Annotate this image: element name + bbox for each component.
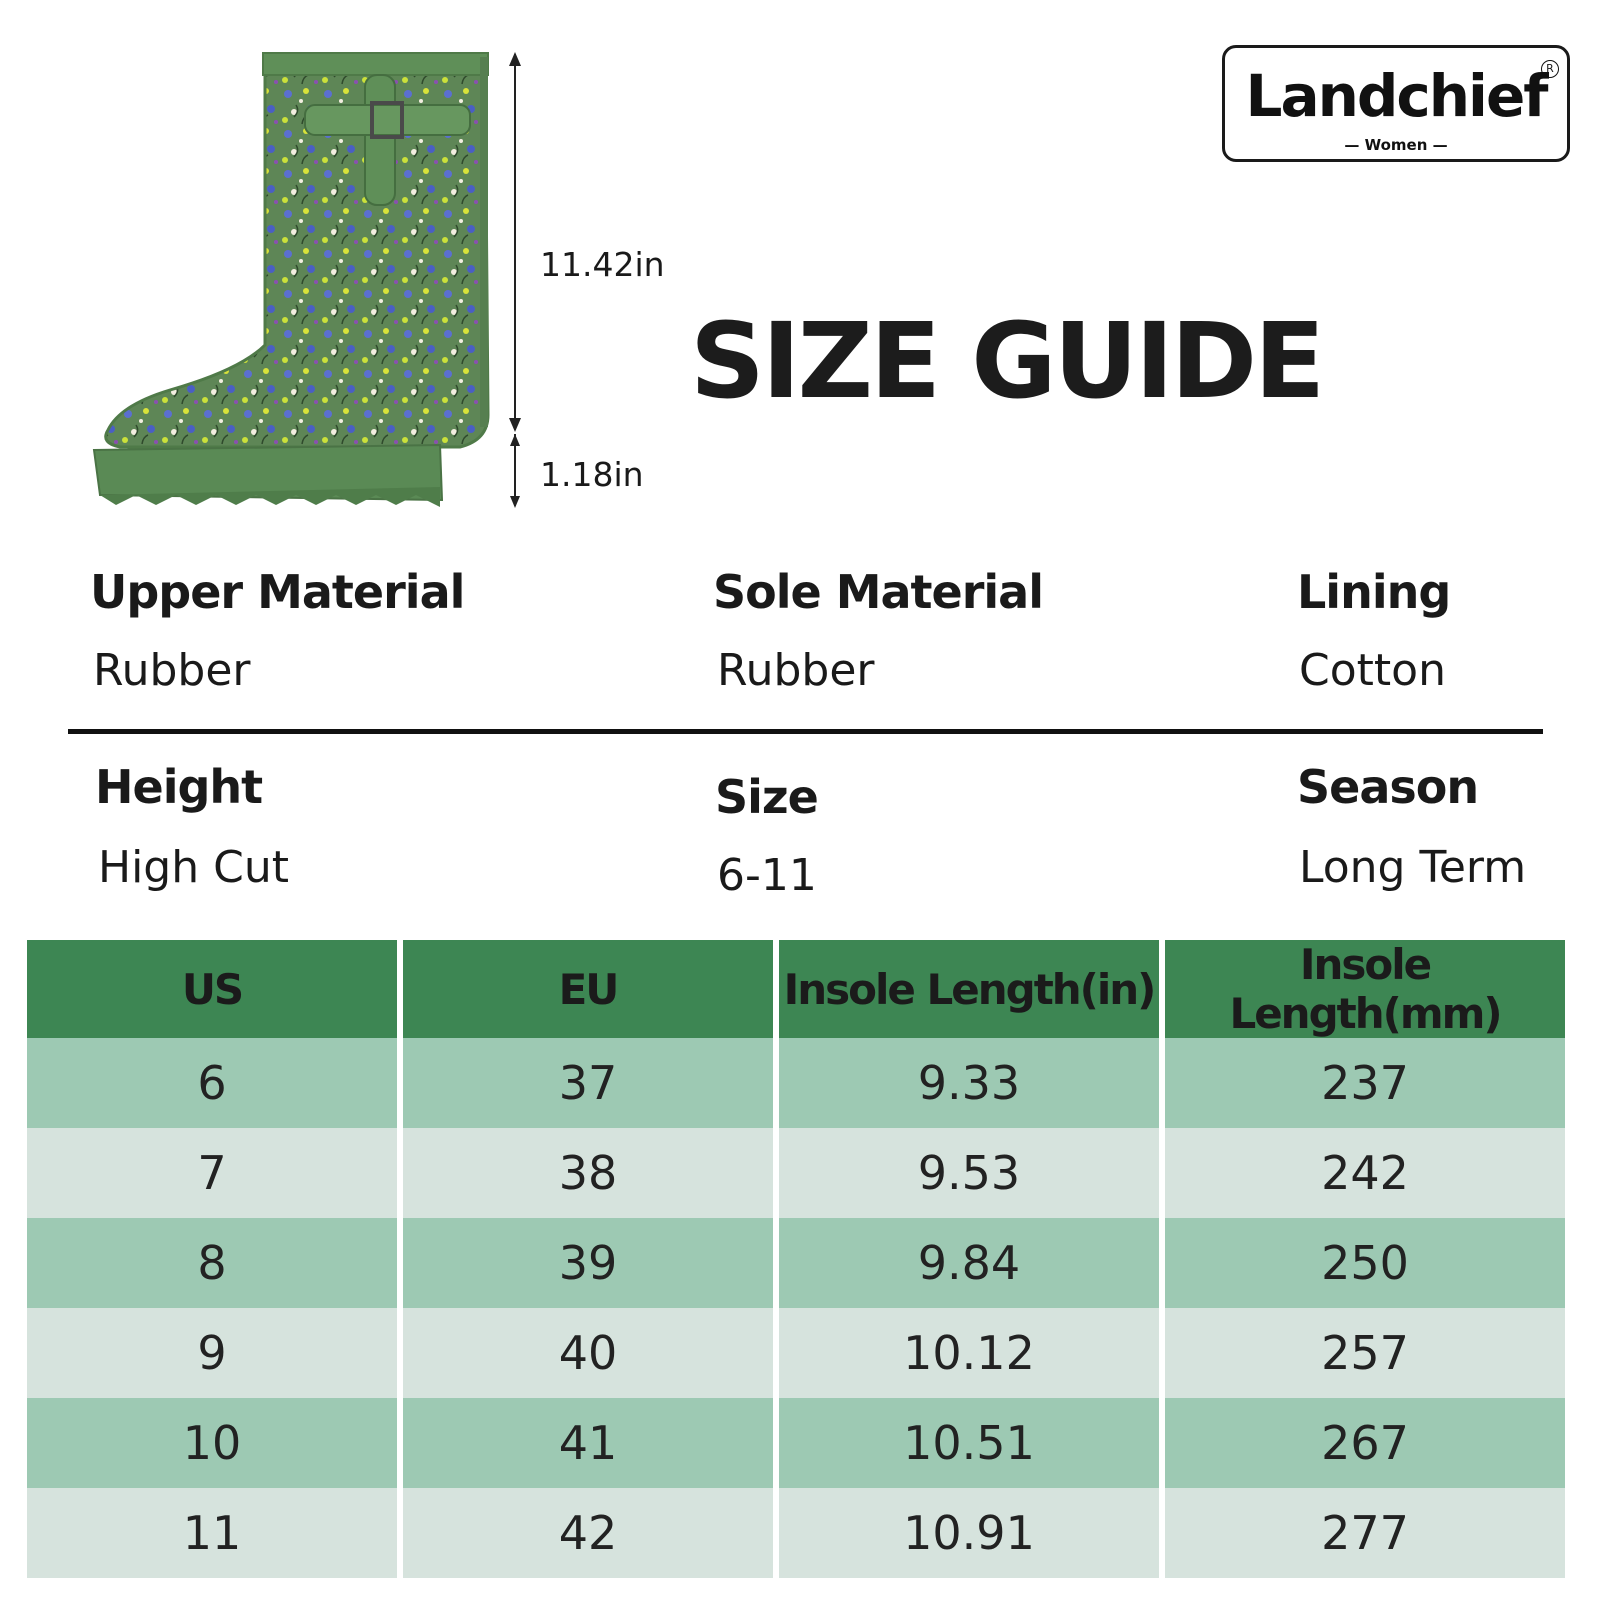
spec-heading-season: Season: [1297, 760, 1479, 814]
cell-insole-in: 10.91: [779, 1488, 1159, 1578]
table-row: 9 40 10.12 257: [27, 1308, 1565, 1398]
table-row: 7 38 9.53 242: [27, 1128, 1565, 1218]
cell-eu: 42: [403, 1488, 773, 1578]
table-row: 6 37 9.33 237: [27, 1038, 1565, 1128]
column-header-eu: EU: [403, 940, 773, 1038]
spec-value-upper-material: Rubber: [93, 645, 251, 696]
divider: [68, 729, 1543, 734]
spec-heading-sole-material: Sole Material: [713, 565, 1044, 619]
cell-insole-mm: 237: [1165, 1038, 1565, 1128]
spec-value-size: 6-11: [717, 850, 817, 901]
brand-logo: Landchief — Women — R: [1222, 45, 1570, 162]
spec-heading-lining: Lining: [1297, 565, 1451, 619]
cell-insole-in: 9.53: [779, 1128, 1159, 1218]
dimension-arrows: [509, 52, 521, 508]
page-title: SIZE GUIDE: [690, 300, 1325, 422]
spec-value-height: High Cut: [98, 842, 289, 893]
table-row: 10 41 10.51 267: [27, 1398, 1565, 1488]
cell-insole-in: 9.84: [779, 1218, 1159, 1308]
spec-heading-upper-material: Upper Material: [90, 565, 465, 619]
cell-eu: 40: [403, 1308, 773, 1398]
cell-insole-mm: 250: [1165, 1218, 1565, 1308]
rain-boot-image: [92, 52, 490, 507]
cell-insole-in: 9.33: [779, 1038, 1159, 1128]
cell-us: 8: [27, 1218, 397, 1308]
table-row: 8 39 9.84 250: [27, 1218, 1565, 1308]
cell-insole-in: 10.51: [779, 1398, 1159, 1488]
cell-us: 6: [27, 1038, 397, 1128]
size-table: US EU Insole Length(in) Insole Length(mm…: [21, 940, 1571, 1578]
column-header-insole-in: Insole Length(in): [779, 940, 1159, 1038]
column-header-us: US: [27, 940, 397, 1038]
spec-value-season: Long Term: [1299, 842, 1527, 893]
table-row: 11 42 10.91 277: [27, 1488, 1565, 1578]
cell-insole-mm: 267: [1165, 1398, 1565, 1488]
spec-heading-size: Size: [715, 770, 819, 824]
cell-insole-mm: 277: [1165, 1488, 1565, 1578]
logo-brand-text: Landchief: [1245, 62, 1548, 130]
cell-eu: 39: [403, 1218, 773, 1308]
cell-us: 10: [27, 1398, 397, 1488]
heel-height-label: 1.18in: [540, 455, 644, 494]
cell-us: 9: [27, 1308, 397, 1398]
cell-insole-mm: 242: [1165, 1128, 1565, 1218]
spec-heading-height: Height: [95, 760, 263, 814]
logo-subtitle: — Women —: [1344, 136, 1448, 154]
cell-eu: 41: [403, 1398, 773, 1488]
shaft-height-label: 11.42in: [540, 245, 665, 284]
cell-insole-in: 10.12: [779, 1308, 1159, 1398]
cell-us: 7: [27, 1128, 397, 1218]
registered-mark: R: [1541, 60, 1559, 78]
spec-value-lining: Cotton: [1299, 645, 1446, 696]
cell-insole-mm: 257: [1165, 1308, 1565, 1398]
cell-us: 11: [27, 1488, 397, 1578]
column-header-insole-mm: Insole Length(mm): [1165, 940, 1565, 1038]
cell-eu: 38: [403, 1128, 773, 1218]
cell-eu: 37: [403, 1038, 773, 1128]
table-header-row: US EU Insole Length(in) Insole Length(mm…: [27, 940, 1565, 1038]
spec-value-sole-material: Rubber: [717, 645, 875, 696]
